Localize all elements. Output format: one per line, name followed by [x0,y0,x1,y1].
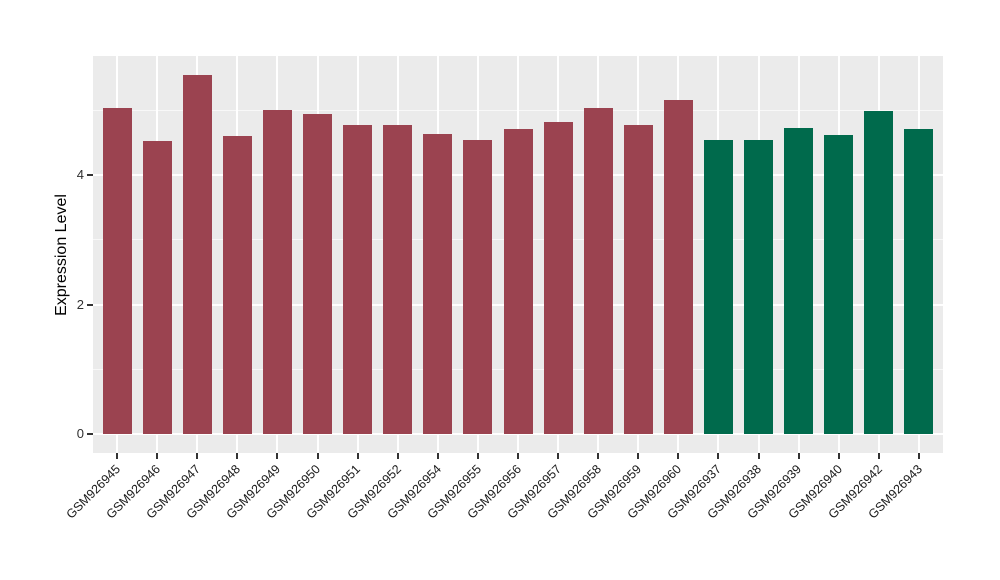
bar-GSM926951 [343,125,373,434]
x-tick [116,453,119,459]
y-tick-label: 4 [76,167,84,183]
bar-GSM926957 [543,121,573,434]
x-tick [837,453,840,459]
x-tick [757,453,760,459]
x-tick [797,453,800,459]
bar-GSM926952 [383,125,413,434]
bar-GSM926958 [583,108,613,434]
bar-GSM926943 [904,128,934,434]
x-tick [637,453,640,459]
bar-GSM926946 [142,141,172,434]
x-tick [597,453,600,459]
bar-GSM926960 [663,99,693,434]
bar-GSM926940 [824,134,854,434]
x-tick [156,453,159,459]
x-tick [196,453,199,459]
x-tick [316,453,319,459]
x-tick [236,453,239,459]
x-tick [877,453,880,459]
bar-GSM926942 [864,110,894,434]
y-tick-label: 0 [76,425,84,441]
x-tick [517,453,519,459]
bar-GSM926948 [222,136,252,434]
bar-GSM926947 [182,74,212,434]
bar-GSM926938 [744,139,774,434]
bar-GSM926937 [703,139,733,434]
bar-GSM926956 [503,128,533,434]
y-tick [87,174,93,177]
x-tick [436,453,439,459]
y-tick [87,303,93,306]
bar-GSM926939 [784,127,814,434]
y-tick-label: 2 [76,296,84,312]
bar-GSM926954 [423,134,453,434]
bar-GSM926959 [623,125,653,434]
plot-panel [93,56,943,453]
bar-GSM926945 [102,108,132,434]
x-tick [717,453,720,459]
x-tick [677,453,680,459]
x-tick [476,453,479,459]
x-tick [917,453,920,459]
bar-GSM926950 [303,114,333,434]
y-tick [87,432,93,435]
x-tick [557,453,560,459]
x-tick [356,453,359,459]
bar-GSM926949 [262,109,292,434]
x-tick [396,453,399,459]
bar-GSM926955 [463,139,493,434]
x-tick [276,453,279,459]
